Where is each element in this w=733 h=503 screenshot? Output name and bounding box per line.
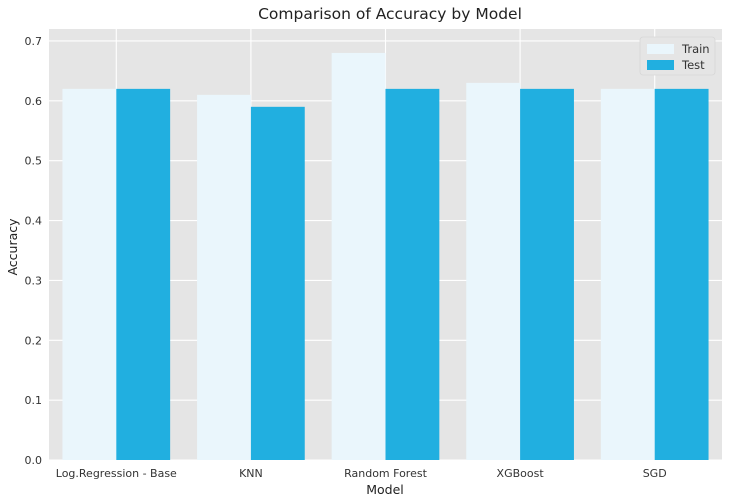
bar-train-1 (197, 94, 251, 460)
x-tick-label: Log.Regression - Base (56, 467, 177, 480)
y-tick-label: 0.7 (25, 35, 43, 48)
legend-swatch-test (647, 60, 674, 70)
legend: Train Test (639, 36, 716, 76)
y-tick-label: 0.6 (25, 95, 43, 108)
legend-label-train: Train (681, 42, 710, 56)
y-axis-ticks: 0.0 0.1 0.2 0.3 0.4 0.5 0.6 0.7 (25, 35, 43, 467)
x-tick-label: KNN (239, 467, 263, 480)
legend-swatch-train (647, 44, 674, 54)
bar-train-3 (466, 82, 521, 460)
x-tick-label: XGBoost (497, 467, 545, 480)
x-axis-label: Model (366, 482, 404, 497)
bar-test-3 (520, 88, 574, 460)
x-axis-ticks: Log.Regression - Base KNN Random Forest XGB… (56, 467, 667, 480)
y-tick-label: 0.1 (25, 394, 43, 407)
bars (62, 52, 709, 460)
bar-train-2 (331, 52, 386, 460)
bar-test-2 (385, 88, 440, 460)
y-tick-label: 0.3 (25, 274, 43, 287)
bar-test-0 (116, 88, 171, 460)
y-axis-label: Accuracy (5, 218, 20, 276)
y-tick-label: 0.4 (25, 215, 43, 228)
bar-train-0 (62, 88, 117, 460)
bar-train-4 (600, 88, 655, 460)
y-tick-label: 0.2 (25, 334, 43, 347)
y-tick-label: 0.0 (25, 454, 43, 467)
bar-test-1 (250, 106, 305, 460)
y-tick-label: 0.5 (25, 155, 43, 168)
x-tick-label: SGD (643, 467, 667, 480)
chart-title: Comparison of Accuracy by Model (258, 5, 522, 23)
legend-label-test: Test (681, 58, 705, 72)
x-tick-label: Random Forest (344, 467, 427, 480)
bar-test-4 (654, 88, 709, 460)
